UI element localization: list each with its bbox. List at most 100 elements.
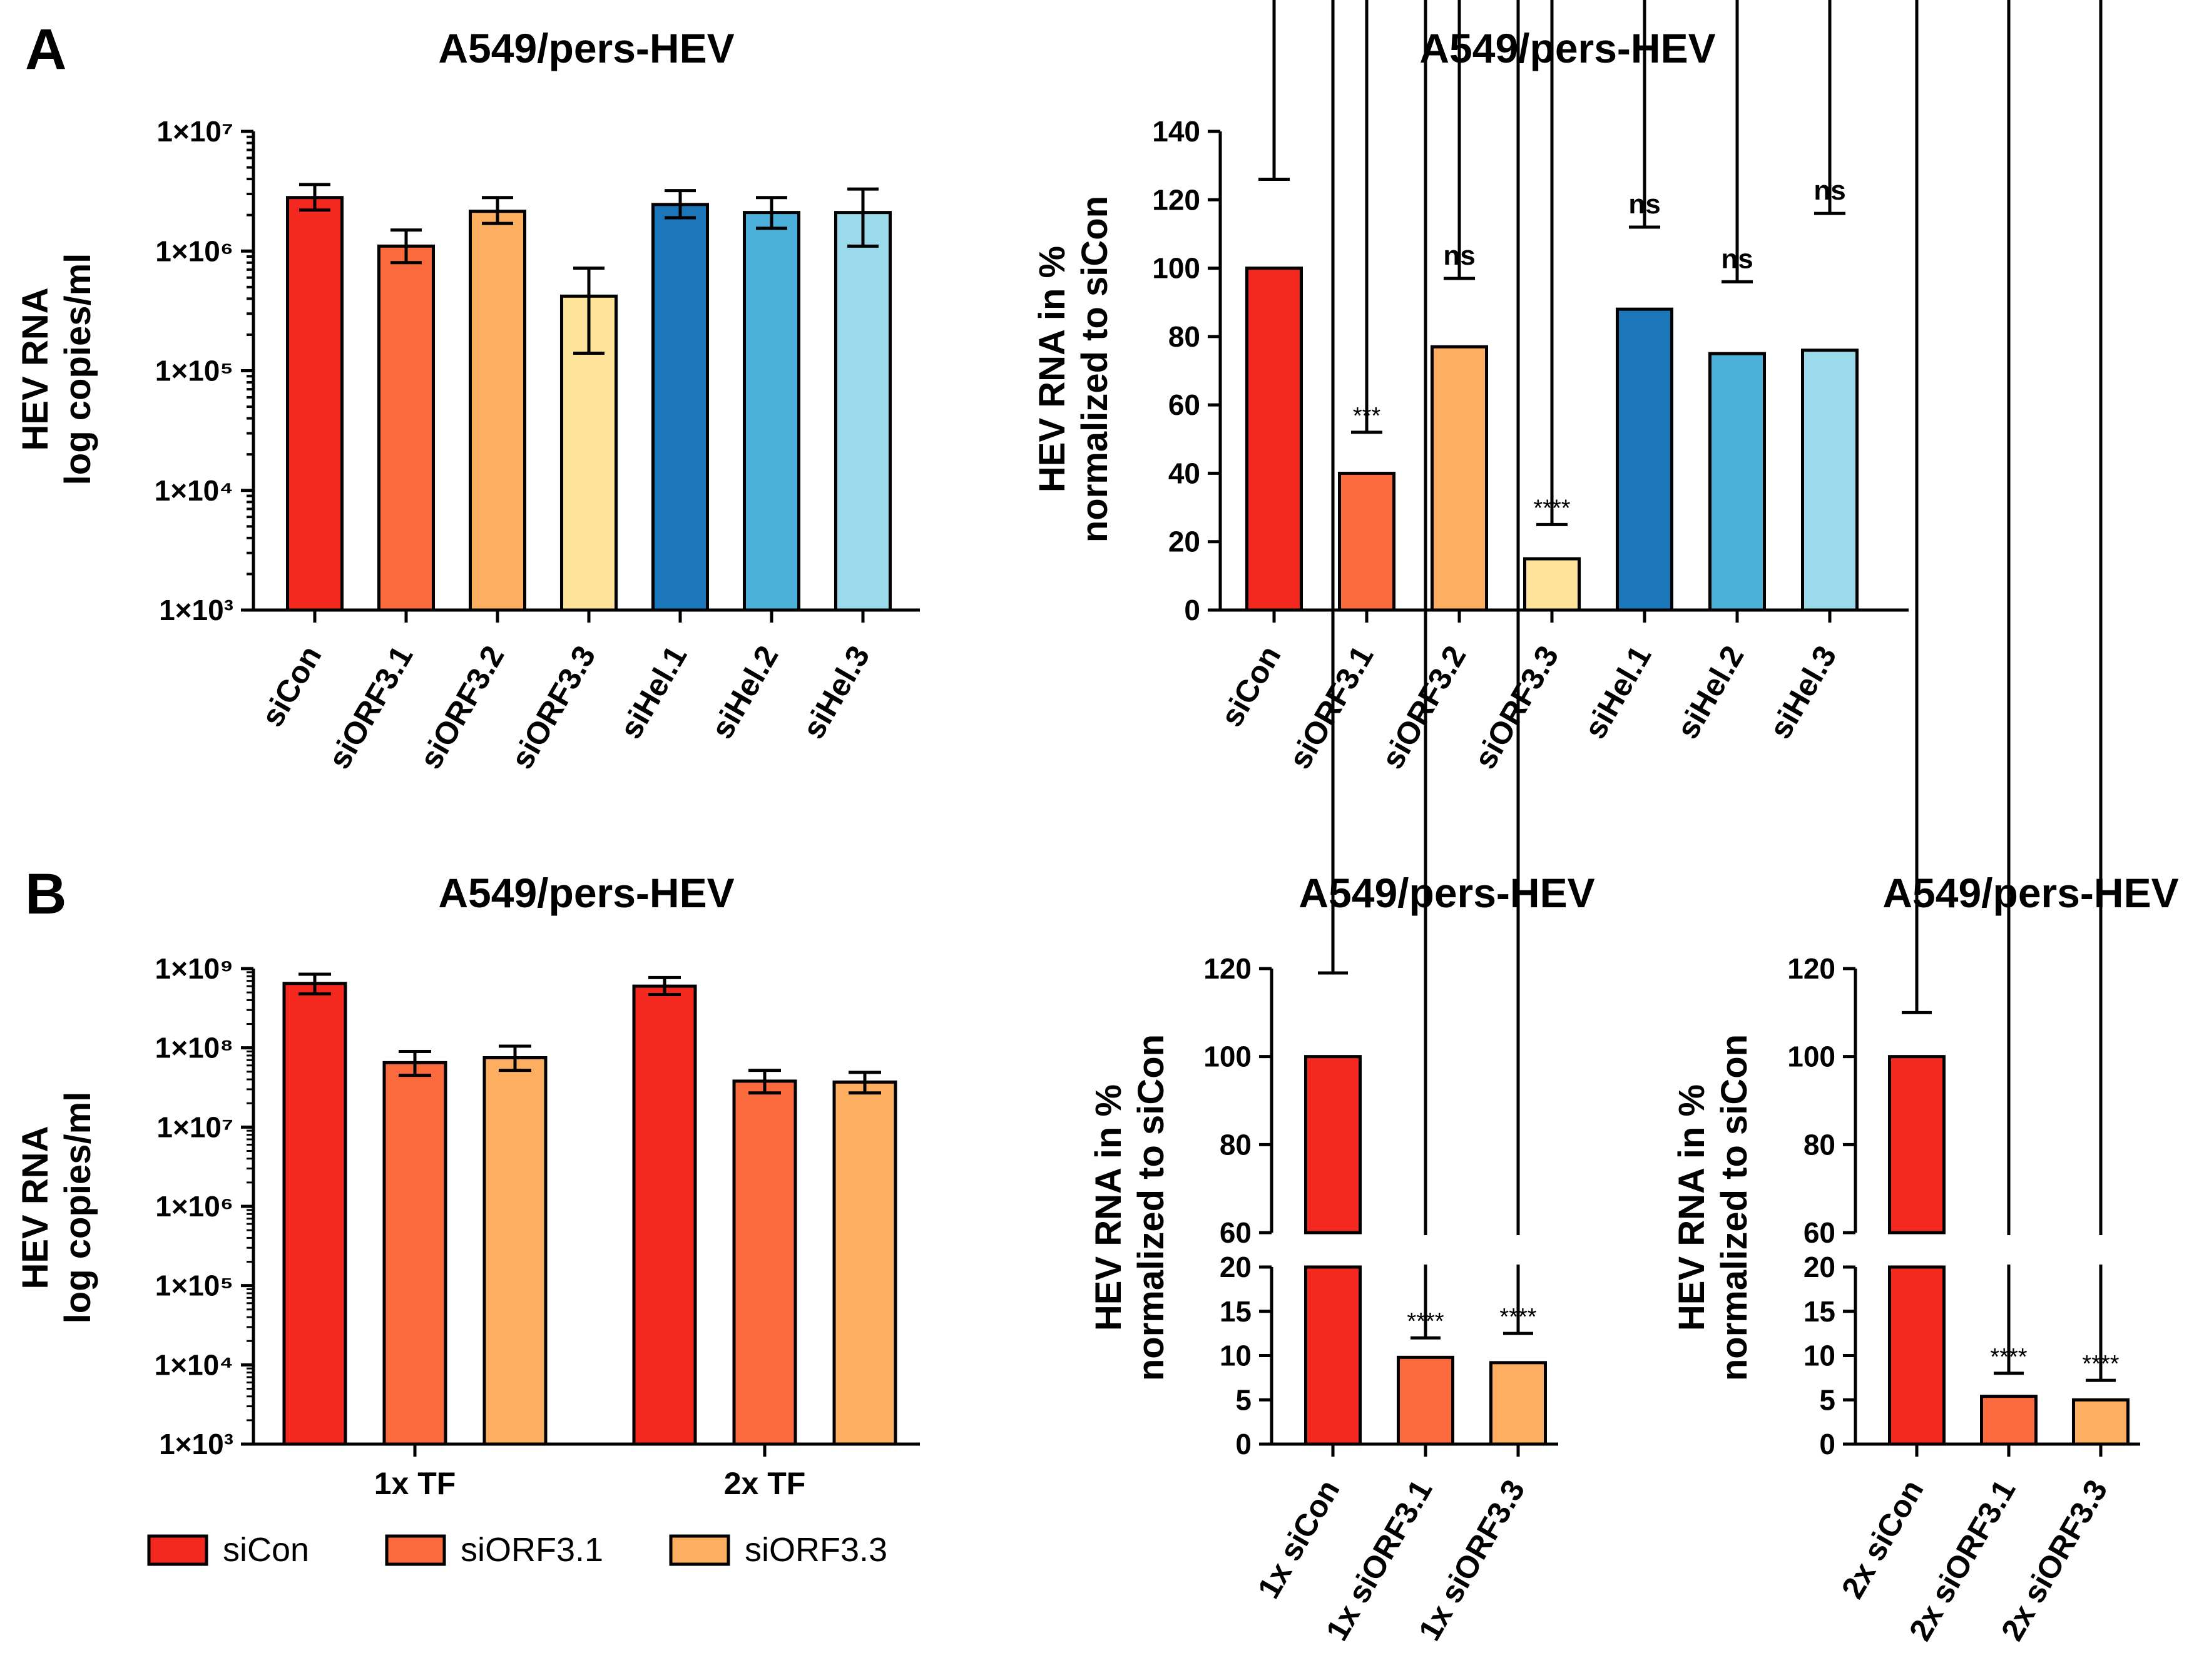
chart-b-right-axis-break [1840, 1235, 2144, 1265]
chart-a-right-ylabel-line2: normalized to siCon [1074, 196, 1115, 542]
pct-bar-siCon [1245, 267, 1303, 612]
chart-b-middle-ytick-label: 0 [1235, 1428, 1252, 1460]
chart-b-left-ylabel-line1: HEV RNA [15, 1126, 56, 1289]
chart-b-middle-ytick-label: 80 [1220, 1128, 1252, 1161]
chart-a-right-ylabel-line1: HEV RNA in % [1032, 246, 1073, 492]
chart-b-right-ytick-label: 5 [1819, 1383, 1835, 1416]
significance-label: ns [1443, 240, 1475, 271]
error-bar-2x-siORF3.3 [2086, 0, 2116, 1382]
chart-b-right-ytick-label: 10 [1803, 1340, 1835, 1372]
chart-a-left-ytick-label: 1×10³ [159, 594, 233, 626]
chart-b-right-ytick-label: 15 [1803, 1295, 1835, 1328]
chart-a-left-category-label: siORF3.2 [413, 640, 511, 775]
pct-error-bar-siORF3.2 [1444, 0, 1475, 280]
chart-b-left-ytick-label: 1×10³ [159, 1428, 233, 1460]
pct-error-bar-siORF3.1 [1351, 0, 1382, 434]
chart-b-left-ytick-label: 1×10⁶ [155, 1190, 233, 1223]
error-bar-siORF3.1 [390, 228, 422, 265]
chart-a-right-title: A549/pers-HEV [1419, 25, 1715, 71]
chart-a-left-category-label: siORF3.3 [504, 640, 603, 775]
grouped-bar-siORF3.1 [732, 1079, 797, 1446]
chart-b-middle-category-label: 1x siCon [1251, 1474, 1347, 1604]
pct-error-bar-siCon [1258, 0, 1290, 181]
chart-b-middle-ylabel-line2: normalized to siCon [1131, 1034, 1171, 1381]
chart-b-middle-ytick-label: 20 [1220, 1251, 1252, 1283]
bar-lower-2x-siCon [1888, 1265, 1946, 1446]
chart-a-right-ylabel: HEV RNA in % normalized to siCon [1032, 196, 1115, 542]
chart-a-left-ylabel-line2: log copies/ml [58, 253, 98, 486]
significance-label: ns [1628, 189, 1660, 220]
chart-b-middle-ylabel-line1: HEV RNA in % [1088, 1084, 1129, 1331]
chart-b-right-title: A549/pers-HEV [1882, 870, 2178, 916]
significance-label: **** [1533, 495, 1570, 521]
group-label-1: 2x TF [724, 1466, 806, 1501]
bar-1x-siORF3.1 [1397, 1355, 1454, 1446]
grouped-error-bar-siORF3.1 [399, 1049, 431, 1077]
error-bar-siHel.2 [756, 196, 787, 230]
chart-b-right-ylabel: HEV RNA in % normalized to siCon [1671, 1034, 1755, 1381]
chart-a-left-ytick-label: 1×10⁷ [156, 115, 233, 148]
chart-a-right-category-label: siHel.3 [1762, 640, 1843, 745]
chart-b-left-ytick-label: 1×10⁷ [156, 1111, 233, 1143]
chart-a-left-ylabel-line1: HEV RNA [15, 287, 56, 451]
pct-bar-siHel.3 [1801, 349, 1859, 612]
legend-label-siORF3.1: siORF3.1 [461, 1531, 603, 1569]
chart-a-left-category-label: siHel.3 [795, 640, 876, 745]
bar-siCon [286, 196, 344, 612]
error-bar-1x-siORF3.1 [1411, 0, 1441, 1340]
chart-b-right-ytick-label: 120 [1787, 952, 1835, 985]
chart-b-left-title: A549/pers-HEV [438, 870, 734, 916]
error-bar-1x-siCon [1318, 0, 1348, 975]
chart-a-left-category-label: siHel.2 [704, 640, 785, 745]
chart-b-right-ytick-label: 0 [1819, 1428, 1835, 1460]
pct-error-bar-siHel.2 [1722, 0, 1753, 283]
error-bar-siCon [299, 183, 330, 212]
grouped-error-bar-siORF3.3 [849, 1071, 881, 1095]
chart-b-right-ytick-label: 20 [1803, 1251, 1835, 1283]
bar-siORF3.1 [377, 244, 435, 612]
chart-b-right-ytick-label: 100 [1787, 1041, 1835, 1073]
legend: siCon siORF3.1 siORF3.3 [147, 1531, 887, 1569]
chart-b-middle-axis-break [1257, 1235, 1562, 1265]
bar-2x-siORF3.1 [1980, 1395, 2038, 1446]
grouped-bar-siORF3.3 [832, 1080, 897, 1446]
legend-swatch-siORF3.3 [669, 1534, 730, 1566]
bar-upper-1x-siCon [1304, 1055, 1362, 1235]
chart-b-left-ytick-label: 1×10⁴ [155, 1348, 233, 1381]
chart-a-right-category-label: siORF3.2 [1375, 640, 1473, 775]
significance-label: **** [1499, 1304, 1536, 1330]
pct-bar-siORF3.2 [1431, 345, 1488, 612]
pct-bar-siHel.2 [1708, 352, 1766, 612]
significance-label: *** [1353, 403, 1381, 429]
chart-b-middle-ytick-label: 120 [1203, 952, 1252, 985]
grouped-bar-siCon [632, 984, 697, 1446]
error-bar-siHel.1 [665, 189, 696, 220]
chart-b-left-ytick-label: 1×10⁵ [155, 1270, 233, 1302]
pct-error-bar-siORF3.3 [1536, 0, 1568, 526]
chart-b-left-ytick-label: 1×10⁹ [155, 952, 233, 985]
chart-b-left-ylabel-line2: log copies/ml [58, 1092, 98, 1324]
chart-a-left-category-label: siHel.1 [613, 640, 693, 745]
pct-error-bar-siHel.3 [1814, 0, 1845, 215]
chart-a-right-ytick-label: 60 [1168, 389, 1200, 421]
chart-b-middle-ylabel: HEV RNA in % normalized to siCon [1088, 1034, 1171, 1381]
chart-a-left-ytick-label: 1×10⁵ [155, 355, 233, 387]
grouped-bar-siORF3.1 [382, 1061, 447, 1446]
chart-b-middle-title: A549/pers-HEV [1298, 870, 1594, 916]
chart-b-right-ytick-label: 60 [1803, 1216, 1835, 1249]
bar-siHel.2 [743, 211, 800, 612]
pct-bar-siORF3.3 [1523, 557, 1581, 612]
bar-siHel.1 [651, 203, 709, 612]
bar-1x-siORF3.3 [1489, 1361, 1547, 1446]
pct-error-bar-siHel.1 [1629, 0, 1660, 229]
chart-a-right-ytick-label: 0 [1184, 594, 1200, 626]
legend-label-siCon: siCon [223, 1531, 309, 1569]
error-bar-siORF3.2 [482, 196, 513, 225]
chart-a-right-category-label: siHel.1 [1577, 640, 1658, 745]
grouped-error-bar-siORF3.3 [499, 1044, 531, 1072]
grouped-bar-siORF3.3 [482, 1056, 548, 1446]
chart-b-middle-ytick-label: 60 [1220, 1216, 1252, 1249]
significance-label: ns [1814, 175, 1845, 206]
chart-a-right-category-label: siHel.2 [1670, 640, 1750, 745]
group-label-0: 1x TF [374, 1466, 456, 1501]
